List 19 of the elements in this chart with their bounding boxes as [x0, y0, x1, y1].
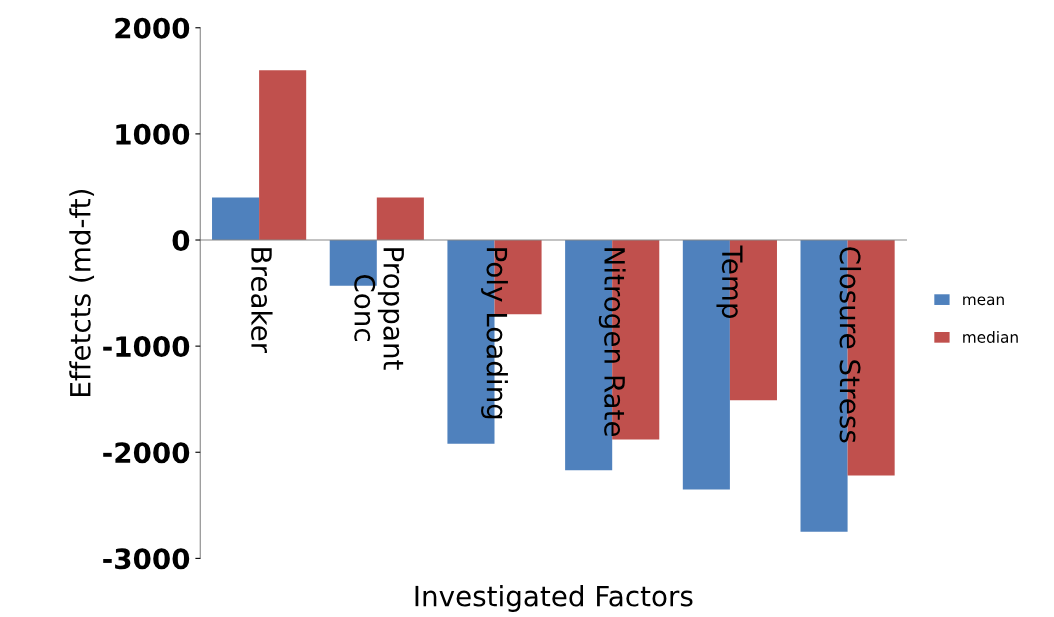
y-tick-label: 2000: [115, 17, 190, 39]
bar: [259, 70, 307, 241]
bar: [376, 197, 424, 241]
legend-label: mean: [963, 296, 1004, 306]
x-tick-label: Temp: [716, 245, 743, 319]
y-tick-label: 1000: [116, 123, 190, 145]
y-tick-label: -3000: [103, 548, 190, 570]
legend-label: median: [963, 331, 1018, 343]
x-tick-label: Poly Loading: [481, 248, 508, 419]
x-axis-title: Investigated Factors: [415, 585, 693, 612]
bar: [212, 197, 260, 241]
y-axis-title: Effetcts (md-ft): [69, 189, 95, 396]
x-tick-label: Proppant Conc: [354, 248, 404, 370]
y-tick-label: -1000: [103, 336, 190, 358]
x-tick-label: Nitrogen Rate: [598, 248, 626, 437]
y-tick-label: -2000: [103, 442, 190, 464]
x-tick-label: Breaker: [251, 248, 273, 354]
x-tick-label: Closure Stress: [839, 247, 862, 443]
y-tick-label: 0: [172, 229, 190, 251]
